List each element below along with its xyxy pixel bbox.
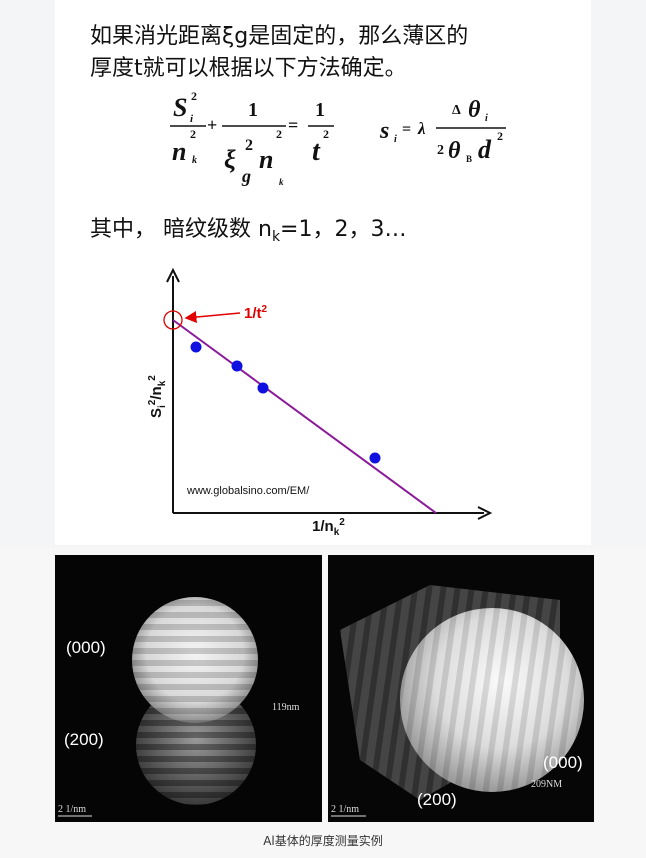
label-part: S <box>148 408 165 418</box>
formula-part: k <box>279 177 284 187</box>
measurement-label: 209NM <box>531 779 562 790</box>
disk-label: (200) <box>417 790 457 809</box>
formula-part: θ <box>468 97 481 123</box>
formula-part: i <box>485 113 488 124</box>
intercept-arrow <box>184 311 241 324</box>
label-part: 2 <box>147 375 158 381</box>
caption: Al基体的厚度测量实例 <box>263 833 383 848</box>
formula-part: k <box>192 155 197 166</box>
formula-part: i <box>394 134 397 145</box>
label-part: i <box>157 405 168 408</box>
thickness-fringes <box>132 597 258 723</box>
formula-part: ξ <box>224 145 236 174</box>
formula-part: 2 <box>276 127 282 141</box>
condition-text: 其中， 暗纹级数 n <box>90 217 272 242</box>
fit-line <box>172 319 437 514</box>
paragraph-line: 厚度t就可以根据以下方法确定。 <box>90 56 407 81</box>
formula-part: s <box>379 118 389 144</box>
condition-suffix: =1，2，3… <box>280 217 406 242</box>
formula-part: d <box>478 135 492 164</box>
scale-label: 2 1/nm <box>331 804 359 815</box>
formula-part: 2 <box>323 127 329 141</box>
formula-part: i <box>190 113 194 125</box>
formula-part: 2 <box>190 127 196 141</box>
formula-part: θ <box>448 138 461 164</box>
scale-label: 2 1/nm <box>58 804 86 815</box>
plot: 1/t2 Si2/nk2 1/nk2 www.globalsino.com/EM… <box>147 267 493 538</box>
formula-part: g <box>241 166 251 186</box>
disk-label: (200) <box>64 730 104 749</box>
formula-part: 2 <box>437 143 444 158</box>
formula-part: 2 <box>245 137 253 154</box>
formula-part: + <box>207 115 217 135</box>
formula-part: B <box>466 154 472 164</box>
condition-subscript: k <box>272 229 281 245</box>
x-axis-label: 1/nk2 <box>312 517 345 538</box>
label-part: 1/t <box>244 305 262 322</box>
micrograph: (000) (200) 209NM 2 1/nm <box>328 555 594 822</box>
intercept-label: 1/t2 <box>244 304 268 322</box>
disk-label: (000) <box>543 753 583 772</box>
x-axis-arrow <box>477 506 493 520</box>
intercept-circle <box>163 310 183 330</box>
y-axis-label: Si2/nk2 <box>147 375 168 418</box>
data-point <box>257 382 269 394</box>
content-panel <box>55 0 591 545</box>
label-part: 2 <box>147 399 158 405</box>
disk-label: (000) <box>66 638 106 657</box>
thickness-fringes <box>400 608 584 792</box>
formula: s i = λ Δ θ i 2 θ B d 2 <box>379 97 506 164</box>
formula: S i 2 n k 2 + 1 ξ g 2 n k 2 = 1 t 2 <box>170 89 334 187</box>
condition: 其中， 暗纹级数 nk=1，2，3… <box>90 217 406 245</box>
label-part: 1/n <box>312 518 334 535</box>
formula-part: n <box>172 137 186 166</box>
formula-part: λ <box>417 119 426 138</box>
label-part: /n <box>148 386 165 399</box>
formula-part: 1 <box>248 99 258 121</box>
formula-part: 1 <box>315 99 325 121</box>
micrograph: (000) (200) 119nm 2 1/nm <box>55 555 322 822</box>
data-point <box>231 360 243 372</box>
formula-part: S <box>173 93 187 122</box>
formula-part: 2 <box>497 129 503 143</box>
label-part: 2 <box>262 304 268 315</box>
formula-part: = <box>402 121 411 138</box>
label-part: 2 <box>339 517 345 528</box>
source-url: www.globalsino.com/EM/ <box>186 485 310 497</box>
measurement-label: 119nm <box>272 702 300 713</box>
formula-part: t <box>312 136 321 167</box>
formula-part: n <box>259 145 273 174</box>
formula-part: 2 <box>191 89 197 103</box>
data-point <box>190 341 202 353</box>
label-part: k <box>157 380 168 386</box>
data-point <box>369 452 381 464</box>
formula-part: Δ <box>452 103 461 118</box>
formula-part: = <box>288 115 298 135</box>
paragraph-line: 如果消光距离ξg是固定的，那么薄区的 <box>90 24 468 49</box>
y-axis-arrow <box>166 267 180 283</box>
label-part: k <box>334 527 340 538</box>
